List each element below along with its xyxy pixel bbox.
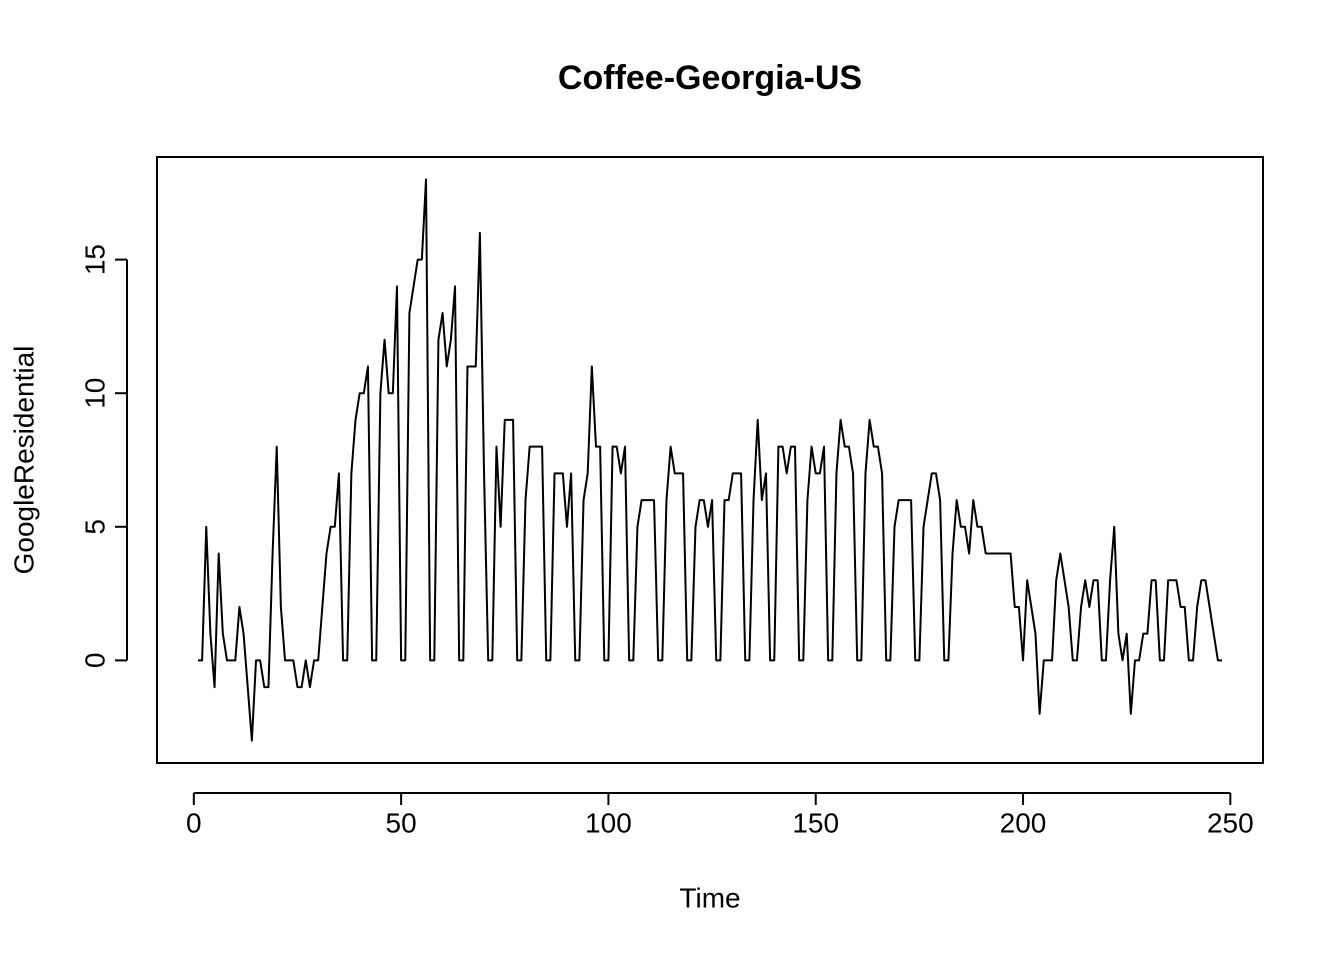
x-tick-label: 100 (585, 807, 632, 838)
x-tick-label: 0 (186, 807, 202, 838)
x-tick-label: 50 (386, 807, 417, 838)
data-line (197, 178, 1223, 742)
y-tick-label: 0 (79, 653, 110, 669)
x-tick-label: 150 (792, 807, 839, 838)
y-tick-label: 15 (79, 244, 110, 275)
x-tick-label: 250 (1207, 807, 1254, 838)
plot-box (156, 156, 1264, 764)
x-axis-label: Time (679, 882, 740, 913)
y-tick-label: 10 (79, 378, 110, 409)
chart-title: Coffee-Georgia-US (558, 59, 862, 97)
y-axis-label: GoogleResidential (8, 346, 39, 575)
y-tick-label: 5 (79, 519, 110, 535)
x-tick-label: 200 (1000, 807, 1047, 838)
